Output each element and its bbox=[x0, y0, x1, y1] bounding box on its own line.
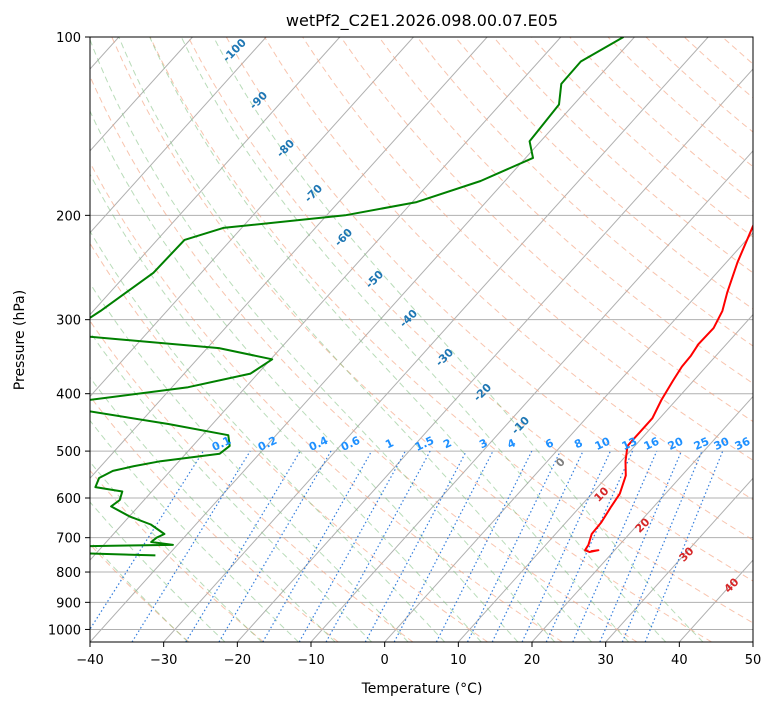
y-tick-label: 800 bbox=[56, 566, 81, 581]
mixing-ratio-line bbox=[185, 450, 301, 642]
moist-adiabat bbox=[149, 37, 630, 642]
x-tick-label: 50 bbox=[745, 653, 762, 668]
moist-adiabat bbox=[90, 230, 446, 642]
mixing-ratio-line bbox=[466, 450, 561, 642]
isotherm-line bbox=[90, 37, 488, 480]
y-axis: 100 200 300 400 500 600 700 800 900 1000 bbox=[48, 31, 90, 638]
isotherm-line bbox=[90, 37, 193, 152]
moist-adiabat bbox=[180, 37, 667, 642]
isotherm-line bbox=[531, 395, 753, 642]
dry-adiabat bbox=[90, 543, 190, 642]
dry-adiabat bbox=[90, 395, 339, 642]
x-axis: −40 −30 −20 −10 0 10 20 30 40 50 bbox=[76, 642, 761, 668]
y-tick-label: 600 bbox=[56, 492, 81, 507]
dry-adiabat bbox=[454, 37, 753, 310]
isotherm-line bbox=[457, 313, 753, 642]
mixing-ratio-line bbox=[298, 450, 406, 642]
mixing-ratio-line bbox=[599, 450, 682, 642]
isotherm-line bbox=[310, 150, 753, 642]
background-lines bbox=[90, 37, 753, 642]
x-tick-label: 40 bbox=[671, 653, 688, 668]
mixing-ratio-line bbox=[218, 450, 332, 642]
mixing-ratio-line bbox=[491, 450, 584, 642]
isotherm-line bbox=[605, 477, 753, 642]
x-axis-label: Temperature (°C) bbox=[361, 681, 483, 697]
isotherm-line bbox=[90, 37, 562, 561]
chart-title: wetPf2_C2E1.2026.098.00.07.E05 bbox=[286, 11, 558, 31]
y-tick-label: 1000 bbox=[48, 623, 81, 638]
moist-adiabat bbox=[90, 461, 263, 642]
y-tick-label: 500 bbox=[56, 445, 81, 460]
moist-adiabat bbox=[118, 37, 593, 642]
isotherm-line bbox=[90, 37, 635, 642]
y-tick-label: 900 bbox=[56, 596, 81, 611]
dry-adiabat bbox=[90, 469, 264, 642]
mixing-ratio-line bbox=[521, 450, 611, 642]
y-tick-label: 400 bbox=[56, 388, 81, 403]
dry-adiabat bbox=[111, 37, 712, 642]
isotherm-line bbox=[90, 37, 341, 316]
y-tick-label: 700 bbox=[56, 532, 81, 547]
isotherm-line bbox=[90, 37, 267, 234]
mixing-ratio-label: 16 bbox=[642, 435, 662, 453]
y-tick-label: 100 bbox=[56, 31, 81, 46]
y-tick-label: 200 bbox=[56, 209, 81, 224]
dewpoint-series bbox=[90, 37, 624, 557]
y-tick-label: 300 bbox=[56, 314, 81, 329]
x-tick-label: 10 bbox=[450, 653, 467, 668]
x-tick-label: −40 bbox=[76, 653, 103, 668]
moist-adiabat bbox=[90, 173, 482, 642]
isotherm-line bbox=[236, 68, 753, 642]
mixing-ratio-label: 36 bbox=[733, 435, 753, 453]
x-tick-label: 30 bbox=[597, 653, 614, 668]
mixing-ratio-line bbox=[262, 450, 373, 642]
mixing-ratio-label: 20 bbox=[666, 435, 686, 453]
moist-adiabat bbox=[90, 109, 519, 642]
data-series bbox=[90, 37, 753, 557]
y-axis-label: Pressure (hPa) bbox=[12, 290, 28, 390]
mixing-ratio-label: 30 bbox=[712, 435, 732, 453]
mixing-ratio-line bbox=[621, 450, 703, 642]
x-tick-label: 0 bbox=[381, 653, 389, 668]
plot-frame bbox=[89, 36, 754, 643]
mixing-ratio-label: 25 bbox=[692, 435, 711, 453]
dry-adiabat bbox=[149, 37, 753, 624]
moist-adiabat bbox=[90, 501, 226, 642]
dry-adiabat bbox=[90, 320, 414, 642]
dry-adiabat bbox=[416, 37, 753, 347]
plot-area bbox=[90, 37, 753, 642]
x-tick-label: −30 bbox=[150, 653, 177, 668]
x-tick-label: −10 bbox=[297, 653, 324, 668]
isotherm-line bbox=[90, 37, 414, 398]
x-tick-label: −20 bbox=[224, 653, 251, 668]
mixing-ratio-line bbox=[131, 450, 251, 642]
mixing-ratio-line bbox=[90, 450, 204, 631]
mixing-ratio-line bbox=[325, 450, 431, 642]
dry-adiabat bbox=[90, 161, 563, 642]
mixing-ratio-label: 10 bbox=[593, 435, 613, 453]
mixing-ratio-line bbox=[545, 450, 634, 642]
dry-adiabat bbox=[90, 242, 488, 642]
temperature-series bbox=[584, 223, 753, 553]
mixing-ratio-label: 13 bbox=[620, 435, 639, 453]
x-tick-label: 20 bbox=[524, 653, 541, 668]
moist-adiabat bbox=[90, 419, 299, 642]
mixing-ratio-line bbox=[572, 450, 658, 642]
isotherm-line bbox=[384, 231, 753, 642]
isotherm-line bbox=[163, 37, 709, 642]
